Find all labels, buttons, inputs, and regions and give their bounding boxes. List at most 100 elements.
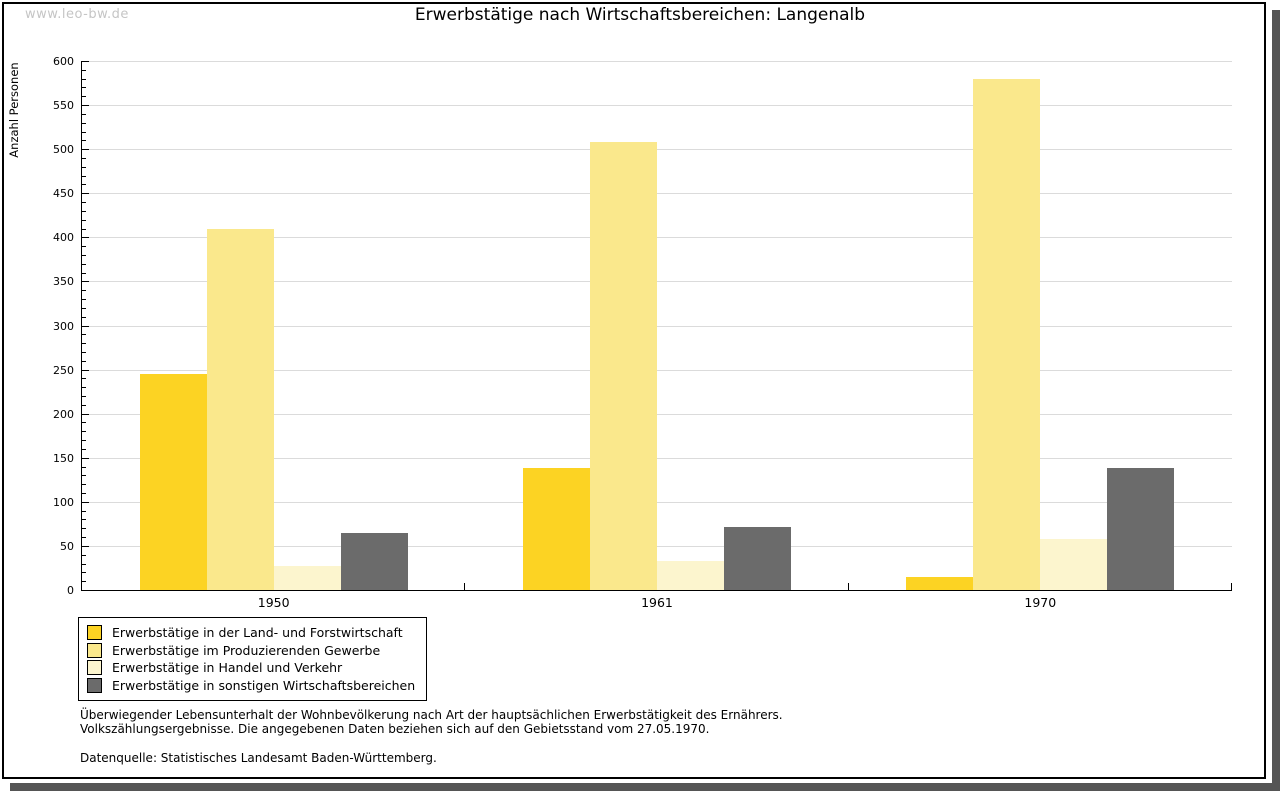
x-category-label-1970: 1970 <box>1024 595 1057 610</box>
y-minor-tick-120 <box>82 484 86 486</box>
y-minor-tick-260 <box>82 360 86 362</box>
y-tick-label-50: 50 <box>60 539 74 553</box>
y-major-tick-100 <box>82 501 89 503</box>
y-minor-tick-10 <box>82 581 86 583</box>
y-tick-label-250: 250 <box>53 363 74 377</box>
bar-1970-series-1 <box>906 576 974 590</box>
y-major-tick-400 <box>82 237 89 239</box>
x-axis-tick-3 <box>1231 583 1232 590</box>
footnote-line-1: Überwiegender Lebensunterhalt der Wohnbe… <box>80 708 783 722</box>
y-major-tick-450 <box>82 193 89 195</box>
y-minor-tick-240 <box>82 378 86 380</box>
bar-1961-series-3 <box>657 560 724 590</box>
legend-item-3: Erwerbstätige in Handel und Verkehr <box>87 659 415 677</box>
y-tick-label-150: 150 <box>53 451 74 465</box>
bar-1961-series-2 <box>590 142 657 590</box>
frame-shadow-bottom <box>10 783 1272 791</box>
y-minor-tick-560 <box>82 96 86 98</box>
y-gridline-300 <box>82 325 1232 327</box>
y-tick-label-550: 550 <box>53 99 74 113</box>
bar-1961-series-4 <box>724 527 791 590</box>
y-gridline-150 <box>82 457 1232 459</box>
y-tick-label-400: 400 <box>53 231 74 245</box>
y-minor-tick-320 <box>82 307 86 309</box>
y-gridline-50 <box>82 545 1232 547</box>
x-axis-tick-1 <box>464 583 466 590</box>
y-minor-tick-490 <box>82 157 86 159</box>
y-tick-label-200: 200 <box>53 407 74 421</box>
y-minor-tick-380 <box>82 254 86 256</box>
plot-area: 0 50 100 150 200 250 300 350 400 450 500 550 600 1950… <box>53 55 1232 610</box>
legend-swatch-4 <box>87 677 102 693</box>
y-minor-tick-20 <box>82 572 86 574</box>
y-tick-label-600: 600 <box>53 55 74 68</box>
bar-1950-series-2 <box>206 228 274 590</box>
y-minor-tick-590 <box>82 69 86 71</box>
y-minor-tick-30 <box>82 563 86 565</box>
bar-1961-series-1 <box>523 468 590 590</box>
y-minor-tick-510 <box>82 140 86 142</box>
bar-1950-series-3 <box>273 566 341 590</box>
y-minor-tick-190 <box>82 422 86 424</box>
y-minor-tick-570 <box>82 87 86 89</box>
y-gridline-250 <box>82 369 1232 371</box>
y-minor-tick-530 <box>82 122 86 124</box>
chart-title: Erwerbstätige nach Wirtschaftsbereichen:… <box>414 5 866 25</box>
y-axis-label: Anzahl Personen <box>7 62 21 158</box>
y-major-tick-250 <box>82 369 89 371</box>
y-tick-label-300: 300 <box>53 319 74 333</box>
y-minor-tick-270 <box>82 351 86 353</box>
bar-1970-series-3 <box>1040 538 1108 590</box>
data-source-line: Datenquelle: Statistisches Landesamt Bad… <box>80 751 437 766</box>
y-major-tick-150 <box>82 457 89 459</box>
y-major-tick-550 <box>82 105 89 107</box>
y-major-tick-200 <box>82 413 89 415</box>
y-gridline-450 <box>82 193 1232 195</box>
y-minor-tick-90 <box>82 510 86 512</box>
footnote-block: Überwiegender Lebensunterhalt der Wohnbe… <box>80 708 783 765</box>
y-gridline-200 <box>82 413 1232 415</box>
y-minor-tick-340 <box>82 290 86 292</box>
footnote-line-2: Volkszählungsergebnisse. Die angegebenen… <box>80 722 710 737</box>
y-tick-label-500: 500 <box>53 143 74 157</box>
y-minor-tick-410 <box>82 228 86 230</box>
y-minor-tick-390 <box>82 246 86 248</box>
legend-swatch-3 <box>87 660 102 676</box>
frame-shadow-right <box>1272 10 1280 791</box>
y-minor-tick-360 <box>82 272 86 274</box>
legend-item-2: Erwerbstätige im Produzierenden Gewerbe <box>87 642 415 660</box>
y-minor-tick-210 <box>82 404 86 406</box>
y-minor-tick-330 <box>82 299 86 301</box>
y-minor-tick-70 <box>82 528 86 530</box>
legend-box: Erwerbstätige in der Land- und Forstwirt… <box>78 617 428 701</box>
y-gridline-600 <box>82 61 1232 62</box>
legend-item-1: Erwerbstätige in der Land- und Forstwirt… <box>87 624 415 642</box>
y-gridline-100 <box>82 501 1232 503</box>
x-category-label-1961: 1961 <box>641 595 673 610</box>
y-minor-tick-170 <box>82 440 86 442</box>
y-minor-tick-440 <box>82 202 86 204</box>
y-minor-tick-160 <box>82 448 86 450</box>
y-minor-tick-180 <box>82 431 86 433</box>
legend-label-3: Erwerbstätige in Handel und Verkehr <box>112 660 343 676</box>
bar-1970-series-2 <box>973 78 1041 590</box>
y-minor-tick-40 <box>82 554 86 556</box>
y-minor-tick-110 <box>82 493 86 495</box>
y-major-tick-350 <box>82 281 89 283</box>
legend-swatch-1 <box>87 625 102 641</box>
y-minor-tick-230 <box>82 387 86 389</box>
y-major-tick-50 <box>82 545 89 547</box>
y-tick-label-100: 100 <box>53 495 74 509</box>
y-gridline-500 <box>82 149 1232 151</box>
x-category-label-1950: 1950 <box>257 595 290 610</box>
bar-1950-series-4 <box>340 532 408 590</box>
bar-1950-series-1 <box>139 373 207 590</box>
y-tick-label-0: 0 <box>67 584 74 597</box>
y-minor-tick-280 <box>82 343 86 345</box>
legend-swatch-2 <box>87 642 102 658</box>
y-major-tick-300 <box>82 325 89 327</box>
y-minor-tick-470 <box>82 175 86 177</box>
y-minor-tick-370 <box>82 263 86 265</box>
legend-label-4: Erwerbstätige in sonstigen Wirtschaftsbe… <box>112 677 416 693</box>
